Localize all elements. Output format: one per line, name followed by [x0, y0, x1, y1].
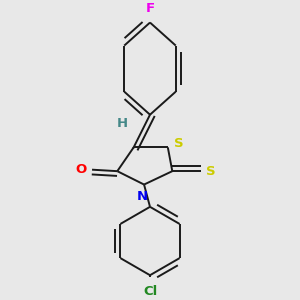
Text: S: S	[174, 137, 184, 150]
Text: N: N	[137, 190, 148, 203]
Text: Cl: Cl	[143, 285, 157, 298]
Text: O: O	[75, 163, 87, 176]
Text: F: F	[146, 2, 154, 15]
Text: H: H	[117, 117, 128, 130]
Text: S: S	[206, 165, 215, 178]
